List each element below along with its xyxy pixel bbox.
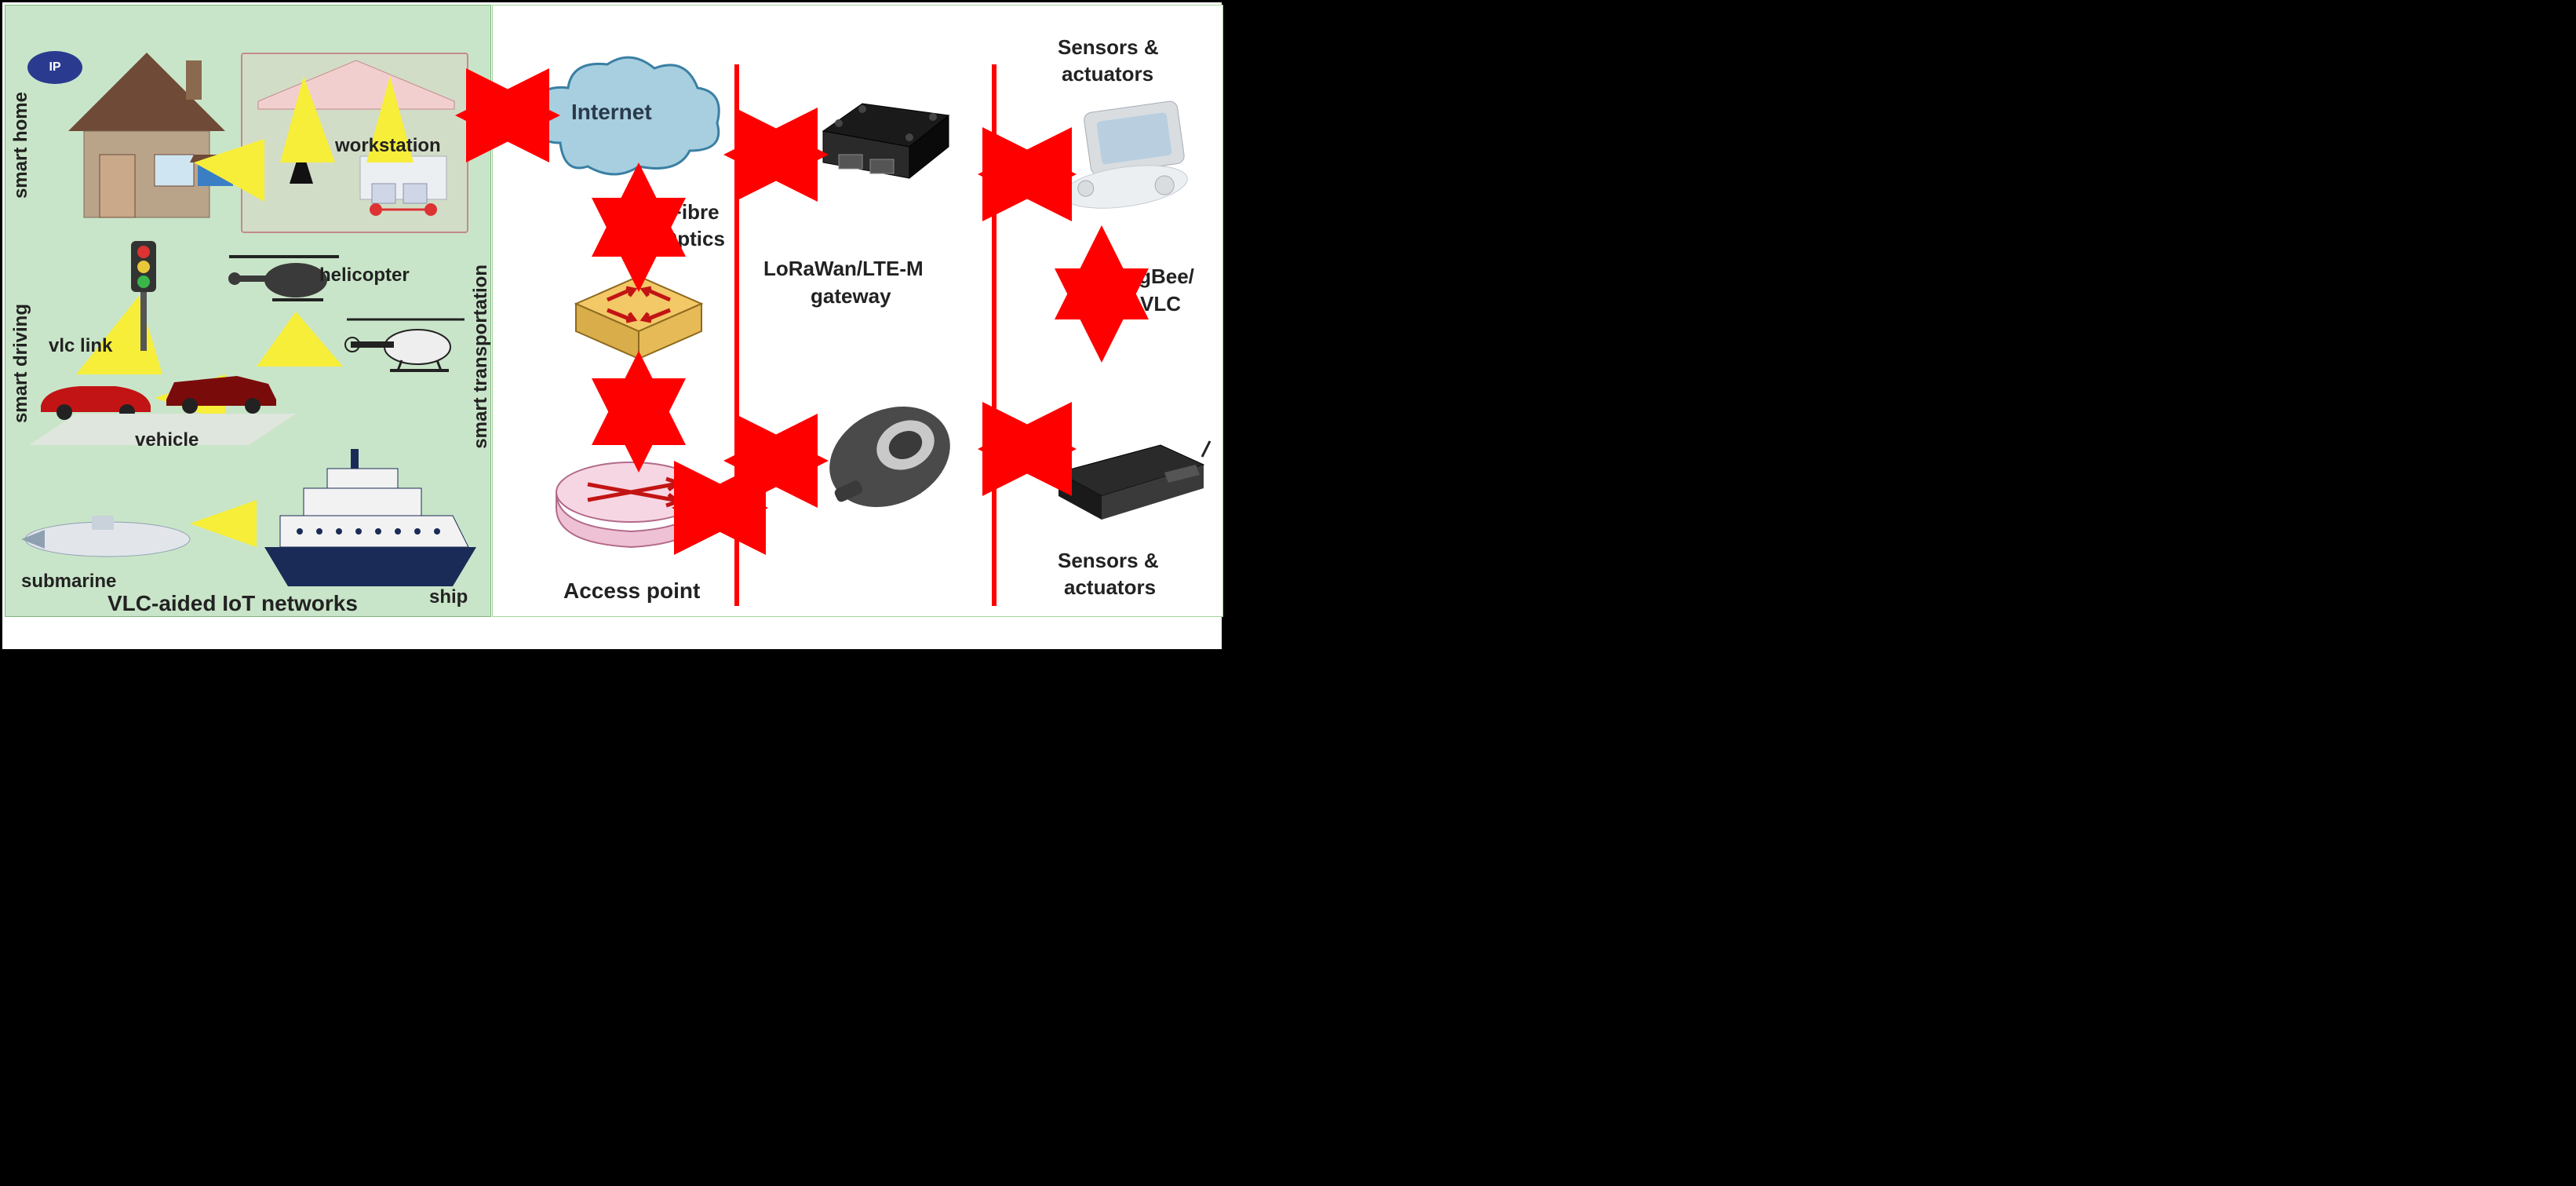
- arrows-layer: [3, 5, 1227, 618]
- diagram-canvas: IP: [0, 0, 1224, 651]
- right-panel: Internet Fibre Optics Access point: [492, 5, 1223, 617]
